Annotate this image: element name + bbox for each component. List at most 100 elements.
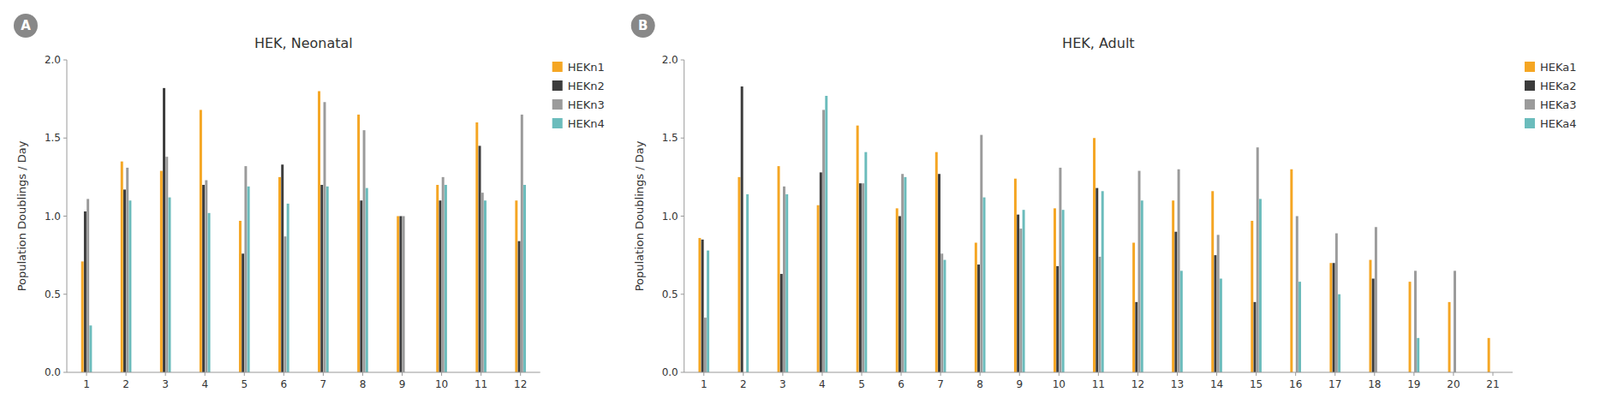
bar bbox=[706, 250, 710, 373]
bar bbox=[160, 171, 163, 373]
x-tick bbox=[480, 372, 482, 377]
x-tick bbox=[1452, 372, 1454, 377]
x-tick-label: 5 bbox=[858, 378, 866, 391]
panel: 0.00.51.01.52.01234567891011121314151617… bbox=[631, 13, 1577, 391]
x-tick bbox=[1019, 372, 1021, 377]
x-tick bbox=[703, 372, 705, 377]
x-tick-label: 17 bbox=[1328, 378, 1342, 391]
x-tick-label: 12 bbox=[513, 378, 527, 391]
bar bbox=[238, 220, 242, 373]
bar bbox=[698, 238, 701, 373]
x-tick-label: 1 bbox=[700, 378, 708, 391]
x-tick bbox=[1334, 372, 1336, 377]
x-tick-label: 9 bbox=[1015, 378, 1023, 391]
x-tick bbox=[821, 372, 823, 377]
bar bbox=[785, 194, 789, 373]
y-tick bbox=[63, 59, 67, 61]
bar bbox=[859, 183, 862, 373]
y-axis-label: Population Doublings / Day bbox=[15, 140, 29, 292]
bar bbox=[1177, 169, 1181, 373]
x-tick bbox=[782, 372, 783, 377]
legend-swatch bbox=[1524, 61, 1535, 72]
bar bbox=[323, 101, 327, 373]
bar bbox=[861, 183, 865, 373]
x-tick-label: 19 bbox=[1407, 378, 1421, 391]
panel-label: B bbox=[638, 17, 648, 34]
bar bbox=[162, 88, 166, 373]
bar bbox=[782, 186, 786, 373]
x-tick bbox=[401, 372, 403, 377]
x-tick-label: 15 bbox=[1249, 378, 1263, 391]
bar bbox=[977, 264, 980, 373]
bar bbox=[317, 91, 321, 374]
bar bbox=[1253, 302, 1257, 373]
x-tick bbox=[1137, 372, 1139, 377]
x-tick-label: 13 bbox=[1170, 378, 1184, 391]
legend-swatch bbox=[1524, 118, 1535, 129]
bar bbox=[701, 239, 705, 373]
bar bbox=[202, 185, 205, 373]
bar bbox=[444, 185, 448, 373]
bar bbox=[1022, 209, 1026, 373]
bar bbox=[208, 213, 211, 373]
bar bbox=[1335, 233, 1338, 373]
bar bbox=[399, 216, 402, 374]
title: HEK, Neonatal bbox=[254, 35, 353, 52]
bar bbox=[1211, 191, 1214, 373]
x-tick-label: 10 bbox=[1052, 378, 1066, 391]
x-tick-label: 3 bbox=[779, 378, 787, 391]
x-tick bbox=[1098, 372, 1099, 377]
bar bbox=[199, 109, 203, 373]
y-tick bbox=[680, 137, 685, 139]
bar bbox=[903, 177, 907, 373]
bar bbox=[983, 197, 986, 373]
x-tick-label: 4 bbox=[818, 378, 826, 391]
bar bbox=[704, 317, 707, 373]
x-tick bbox=[1492, 372, 1493, 377]
legend-label: HEKa4 bbox=[1540, 117, 1577, 131]
bar bbox=[365, 188, 369, 373]
bar bbox=[1332, 262, 1336, 373]
x-tick bbox=[1295, 372, 1296, 377]
x-tick bbox=[244, 372, 245, 377]
bar bbox=[1217, 234, 1220, 373]
bar bbox=[523, 185, 526, 373]
y-tick bbox=[63, 215, 67, 217]
x-tick bbox=[519, 372, 521, 377]
bar bbox=[1448, 302, 1451, 373]
legend-label: HEKa3 bbox=[1540, 98, 1577, 112]
bar bbox=[1453, 270, 1457, 373]
bar bbox=[89, 325, 92, 373]
legend-label: HEKa1 bbox=[1540, 60, 1577, 74]
y-tick bbox=[680, 372, 685, 374]
bar bbox=[1101, 191, 1105, 373]
bar bbox=[125, 167, 129, 373]
bar bbox=[320, 185, 323, 373]
x-tick-label: 7 bbox=[937, 378, 944, 391]
panel-label-circle bbox=[631, 13, 656, 38]
x-tick-label: 21 bbox=[1486, 378, 1499, 391]
y-tick-label: 0.5 bbox=[44, 288, 61, 301]
x-tick-label: 5 bbox=[240, 378, 248, 391]
bar bbox=[1329, 262, 1332, 373]
x-tick bbox=[1216, 372, 1218, 377]
legend-swatch bbox=[1524, 99, 1535, 110]
x-tick bbox=[1413, 372, 1415, 377]
x-tick-label: 20 bbox=[1446, 378, 1460, 391]
x-tick bbox=[322, 372, 324, 377]
bar bbox=[822, 109, 825, 373]
y-tick-label: 1.0 bbox=[44, 210, 61, 223]
x-tick-label: 11 bbox=[474, 378, 488, 391]
y-tick-label: 0.0 bbox=[44, 366, 61, 379]
bar bbox=[1250, 220, 1254, 373]
bar bbox=[1213, 255, 1217, 373]
legend-label: HEKn4 bbox=[567, 117, 605, 131]
bar bbox=[817, 205, 820, 373]
x-tick-label: 8 bbox=[976, 378, 984, 391]
bar bbox=[1372, 279, 1375, 374]
bar bbox=[1416, 338, 1420, 373]
bar bbox=[326, 186, 329, 373]
bar bbox=[777, 166, 781, 373]
x-tick-label: 8 bbox=[359, 378, 367, 391]
x-tick bbox=[979, 372, 981, 377]
